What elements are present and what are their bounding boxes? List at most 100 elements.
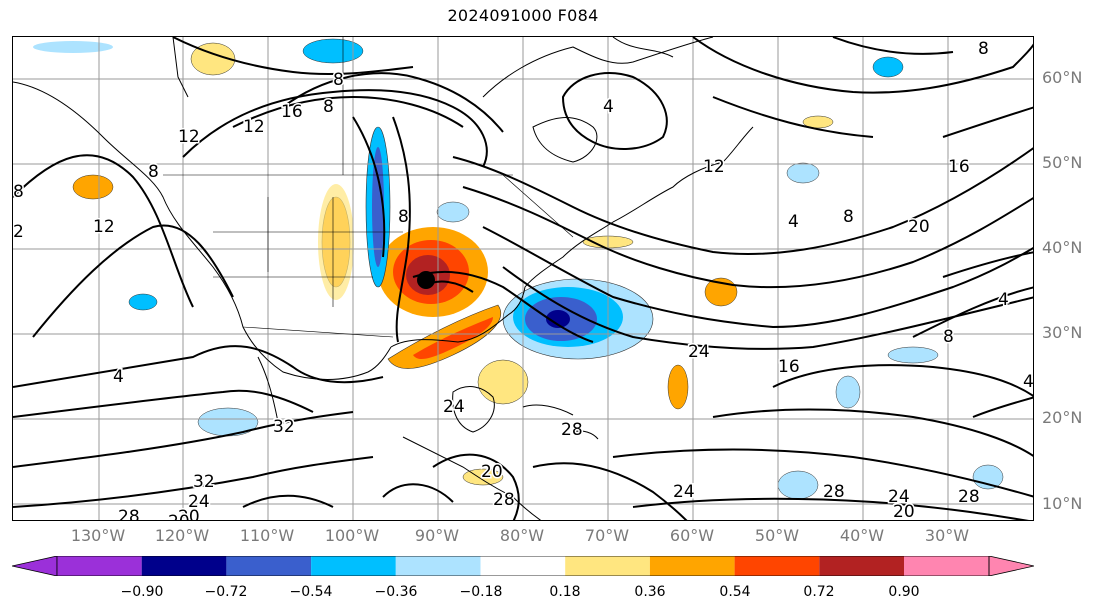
colorbar-arrow-right (988, 556, 1034, 576)
colorbar-tick: −0.54 (289, 584, 333, 600)
contour-label: 4 (788, 212, 799, 232)
contour-label: 4 (998, 290, 1009, 310)
patch-2 (190, 42, 236, 76)
lat-label-30n: 30°N (1042, 323, 1083, 342)
contour-label: 16 (948, 157, 970, 177)
map-title: 2024091000 F084 (447, 6, 599, 25)
lon-label-110w: 110°W (239, 526, 295, 545)
gulf-warm-band (387, 304, 502, 369)
colorbar-segment (395, 556, 481, 576)
colorbar (12, 556, 1034, 576)
contour-label: 8 (398, 207, 409, 227)
colorbar-tick: 0.36 (634, 584, 666, 600)
patch-16 (436, 201, 470, 223)
contour-label: 24 (888, 487, 910, 507)
lon-label-50w: 50°W (754, 526, 800, 545)
lon-label-130w: 130°W (70, 526, 126, 545)
lon-label-40w: 40°W (839, 526, 885, 545)
patch-12 (887, 346, 939, 364)
colorbar-arrow-left (12, 556, 58, 576)
contours (13, 37, 1033, 520)
contour-label: 24 (188, 492, 210, 512)
warm-anomaly-yellow-1 (318, 184, 354, 300)
contour-label: 8 (943, 327, 954, 347)
contour-label: 28 (118, 507, 140, 521)
lat-label-40n: 40°N (1042, 238, 1083, 257)
colorbar-tick: −0.90 (120, 584, 164, 600)
contour-label: 32 (273, 417, 295, 437)
colorbar-tick: 0.54 (719, 584, 751, 600)
contour-label: 8 (843, 207, 854, 227)
lon-label-30w: 30°W (924, 526, 970, 545)
lat-label-60n: 60°N (1042, 68, 1083, 87)
contour-label: 32 (193, 472, 215, 492)
contour-label: 20 (168, 512, 190, 521)
gulf-red-band (413, 317, 493, 360)
contour-label: 12 (93, 217, 115, 237)
lon-label-60w: 60°W (669, 526, 715, 545)
colorbar-tick: 0.90 (888, 584, 920, 600)
contour-label: 12 (703, 157, 725, 177)
colorbar-tick: 0.18 (549, 584, 581, 600)
contour-label: 8 (323, 97, 334, 117)
lat-label-20n: 20°N (1042, 408, 1083, 427)
patch-7 (197, 407, 259, 437)
contour-label: 28 (823, 482, 845, 502)
colorbar-segment (480, 556, 566, 576)
contour-label: 28 (493, 490, 515, 510)
colorbar-segment (904, 556, 989, 576)
lon-label-80w: 80°W (499, 526, 545, 545)
lat-label-50n: 50°N (1042, 153, 1083, 172)
contour-label: 4 (113, 367, 124, 387)
patch-4 (872, 56, 904, 78)
contour-labels: 8 12 16 12 8 12 4 8 4 8 12 16 20 4 4 8 1… (13, 38, 1034, 521)
contour-label: 2 (13, 222, 24, 242)
patch-3 (33, 41, 113, 53)
contour-label: 8 (333, 70, 344, 90)
colorbar-segment (311, 556, 396, 576)
colorbar-segment (57, 556, 142, 576)
colorbar-segment (649, 556, 735, 576)
colorbar-segment (565, 556, 650, 576)
colorbar-segment (734, 556, 820, 576)
patch-18 (802, 115, 834, 129)
contour-label: 28 (561, 420, 583, 440)
patch-17 (972, 464, 1004, 490)
patch-11 (777, 470, 819, 500)
colorbar-tick: −0.72 (204, 584, 248, 600)
colorbar-segment (141, 556, 227, 576)
cold-stripe-core (372, 147, 384, 267)
lat-label-10n: 10°N (1042, 494, 1083, 513)
graticule (13, 37, 1033, 520)
contour-label: 4 (1023, 372, 1034, 392)
cold-anomaly-core (546, 310, 570, 328)
contour-label: 20 (893, 502, 915, 521)
shaded-anomaly-fields (33, 38, 1004, 500)
contour-label: 8 (148, 162, 159, 182)
lon-label-100w: 100°W (324, 526, 380, 545)
colorbar-tick: −0.36 (374, 584, 418, 600)
colorbar-segment (226, 556, 312, 576)
patch-6 (128, 293, 158, 311)
patch-5 (72, 174, 114, 200)
contour-label: 20 (481, 462, 503, 482)
contour-label: 24 (688, 342, 710, 362)
map-canvas: 8 12 16 12 8 12 4 8 4 8 12 16 20 4 4 8 1… (13, 37, 1034, 521)
patch-13 (477, 359, 529, 405)
colorbar-tick: 0.72 (803, 584, 835, 600)
contour-label: 24 (443, 397, 465, 417)
contour-label: 8 (13, 182, 24, 202)
contour-label: 24 (673, 482, 695, 502)
map-panel: 8 12 16 12 8 12 4 8 4 8 12 16 20 4 4 8 1… (12, 36, 1034, 521)
low-center-marker (417, 271, 435, 289)
patch-14 (786, 162, 820, 184)
lon-label-90w: 90°W (414, 526, 460, 545)
colorbar-segment (819, 556, 904, 576)
patch-10 (835, 375, 861, 409)
contour-label: 20 (908, 217, 930, 237)
patch-1 (302, 38, 364, 64)
contour-label: 12 (178, 127, 200, 147)
contour-label: 8 (978, 39, 989, 59)
lon-label-120w: 120°W (154, 526, 210, 545)
contour-label: 28 (958, 487, 980, 507)
